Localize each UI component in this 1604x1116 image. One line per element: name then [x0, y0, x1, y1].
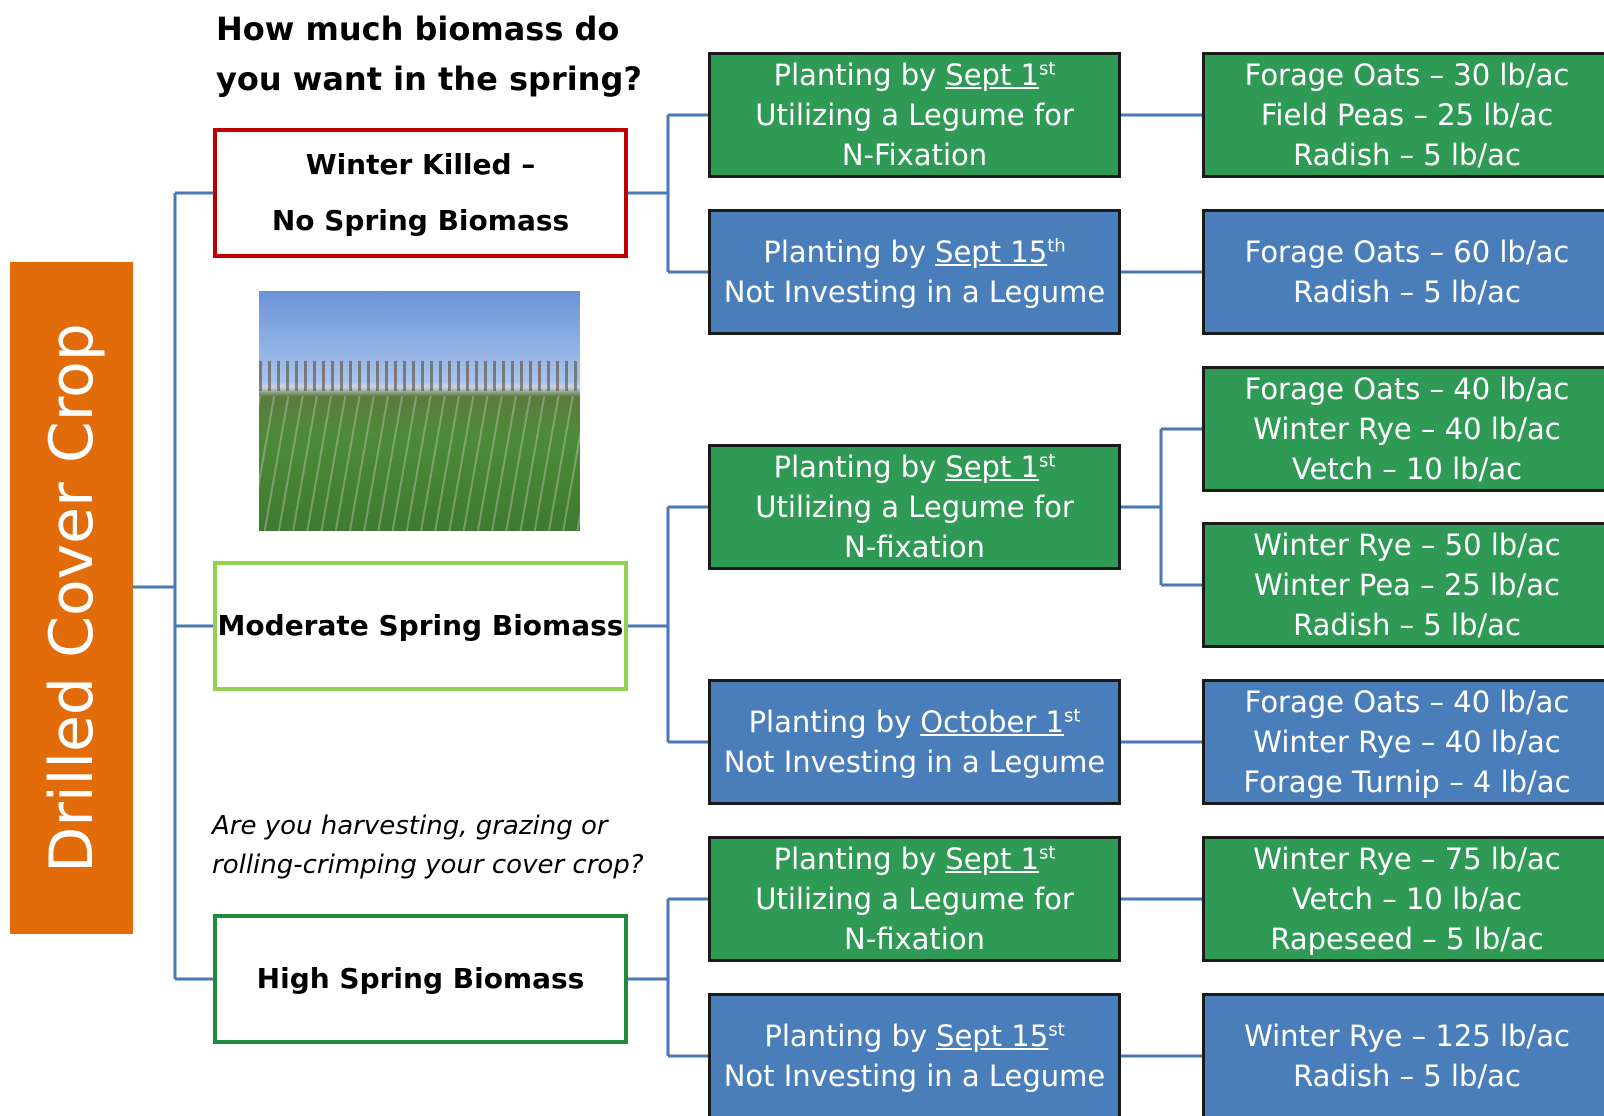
- mix-line: Forage Oats – 40 lb/ac: [1245, 369, 1570, 409]
- option-line: Planting by Sept 15st: [764, 1016, 1064, 1056]
- option-box: Planting by Sept 15st Not Investing in a L…: [708, 993, 1121, 1116]
- category-label: High Spring Biomass: [257, 951, 585, 1007]
- mix-line: Winter Rye – 40 lb/ac: [1253, 722, 1560, 762]
- mix-line: Vetch – 10 lb/ac: [1292, 449, 1522, 489]
- category-box: High Spring Biomass: [213, 914, 628, 1044]
- mix-line: Winter Pea – 25 lb/ac: [1254, 565, 1560, 605]
- option-line: Utilizing a Legume for: [755, 487, 1074, 527]
- option-date: Sept 15: [936, 1019, 1048, 1053]
- category-label: Moderate Spring Biomass: [218, 598, 624, 654]
- option-date: Sept 1: [945, 450, 1039, 484]
- option-date: Sept 1: [945, 58, 1039, 92]
- mix-line: Winter Rye – 50 lb/ac: [1253, 525, 1560, 565]
- note: Are you harvesting, grazing or rolling-c…: [212, 807, 644, 885]
- diagram: Drilled Cover Crop How much biomass do y…: [0, 0, 1604, 1116]
- mix-line: Radish – 5 lb/ac: [1293, 1056, 1521, 1096]
- root-label: Drilled Cover Crop: [37, 323, 107, 873]
- note-line: Are you harvesting, grazing or: [212, 807, 644, 846]
- option-line: Not Investing in a Legume: [724, 1056, 1106, 1096]
- option-date: Sept 15: [935, 235, 1047, 269]
- category-label: No Spring Biomass: [272, 193, 569, 249]
- question-line: you want in the spring?: [216, 54, 642, 104]
- option-box: Planting by Sept 15th Not Investing in a L…: [708, 209, 1121, 335]
- option-ordinal: st: [1064, 705, 1080, 726]
- option-line: N-Fixation: [842, 135, 987, 175]
- mix-line: Vetch – 10 lb/ac: [1292, 879, 1522, 919]
- question: How much biomass do you want in the spri…: [216, 4, 642, 104]
- mix-line: Forage Oats – 30 lb/ac: [1245, 55, 1570, 95]
- category-label: Winter Killed –: [306, 137, 536, 193]
- option-ordinal: st: [1039, 58, 1055, 79]
- mix-line: Field Peas – 25 lb/ac: [1261, 95, 1553, 135]
- option-prefix: Planting by: [763, 235, 926, 269]
- option-ordinal: th: [1047, 235, 1065, 256]
- option-line: Not Investing in a Legume: [724, 272, 1106, 312]
- tree-line: [259, 361, 580, 391]
- mix-line: Forage Oats – 60 lb/ac: [1245, 232, 1570, 272]
- mix-line: Forage Oats – 40 lb/ac: [1245, 682, 1570, 722]
- option-line: Utilizing a Legume for: [755, 879, 1074, 919]
- note-line: rolling-crimping your cover crop?: [212, 846, 644, 885]
- root-box: Drilled Cover Crop: [10, 262, 133, 934]
- category-box: Moderate Spring Biomass: [213, 561, 628, 691]
- option-ordinal: st: [1039, 842, 1055, 863]
- mix-line: Radish – 5 lb/ac: [1293, 135, 1521, 175]
- option-line: N-fixation: [844, 527, 985, 567]
- option-ordinal: st: [1048, 1019, 1064, 1040]
- option-prefix: Planting by: [774, 842, 937, 876]
- mix-line: Winter Rye – 75 lb/ac: [1253, 839, 1560, 879]
- option-prefix: Planting by: [749, 705, 912, 739]
- mix-line: Radish – 5 lb/ac: [1293, 272, 1521, 312]
- mix-line: Winter Rye – 40 lb/ac: [1253, 409, 1560, 449]
- mix-line: Winter Rye – 125 lb/ac: [1244, 1016, 1570, 1056]
- option-prefix: Planting by: [774, 450, 937, 484]
- mix-line: Radish – 5 lb/ac: [1293, 605, 1521, 645]
- option-line: N-fixation: [844, 919, 985, 959]
- option-line: Planting by Sept 15th: [763, 232, 1065, 272]
- mix-line: Forage Turnip – 4 lb/ac: [1243, 762, 1570, 802]
- question-line: How much biomass do: [216, 4, 642, 54]
- option-line: Not Investing in a Legume: [724, 742, 1106, 782]
- mix-line: Rapeseed – 5 lb/ac: [1270, 919, 1543, 959]
- option-date: October 1: [920, 705, 1064, 739]
- option-date: Sept 1: [945, 842, 1039, 876]
- field-photo: [259, 291, 580, 531]
- option-line: Utilizing a Legume for: [755, 95, 1074, 135]
- option-ordinal: st: [1039, 450, 1055, 471]
- crop-rows: [259, 396, 580, 531]
- option-prefix: Planting by: [764, 1019, 927, 1053]
- category-box: Winter Killed –No Spring Biomass: [213, 128, 628, 258]
- option-prefix: Planting by: [774, 58, 937, 92]
